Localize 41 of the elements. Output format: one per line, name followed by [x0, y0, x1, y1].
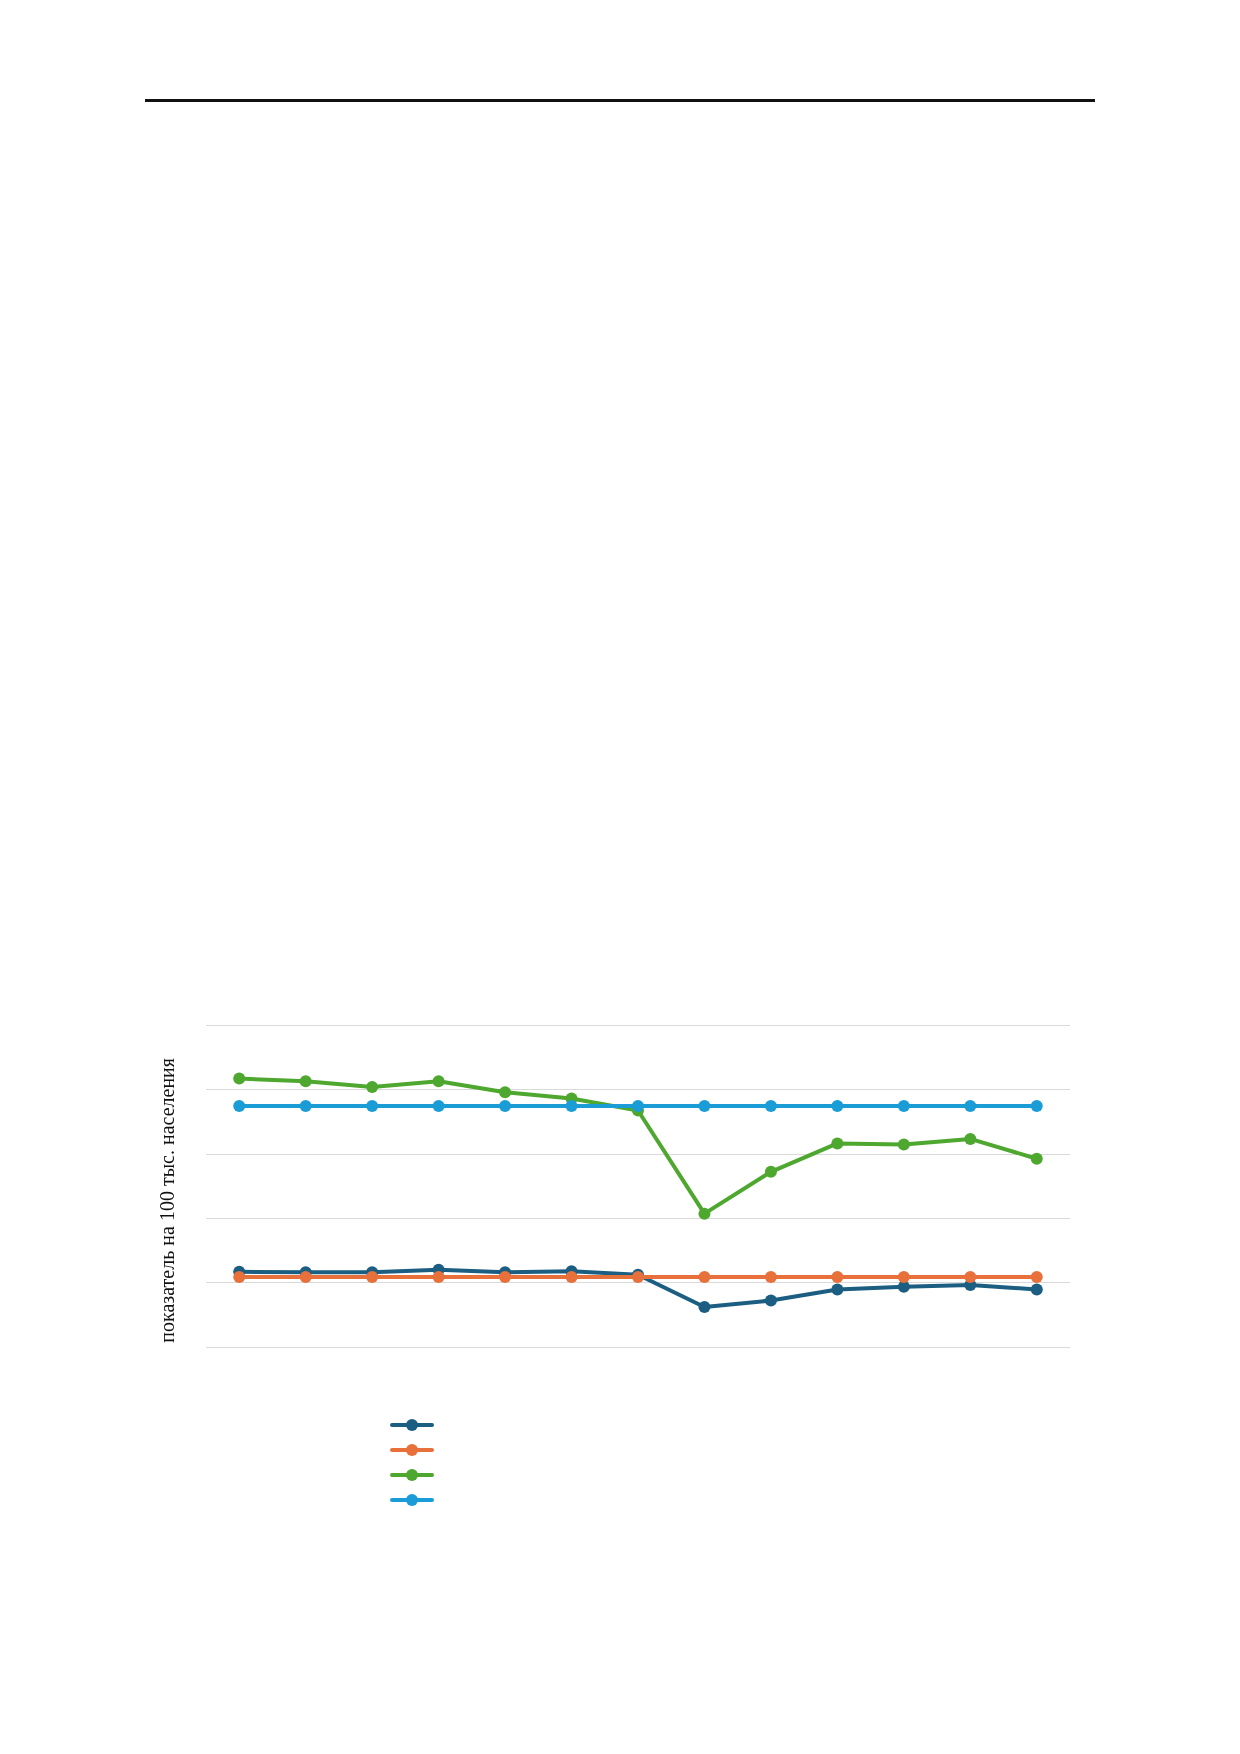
- point: [831, 1283, 844, 1296]
- point: [499, 1099, 512, 1112]
- point: [233, 1099, 246, 1112]
- point: [499, 1086, 512, 1099]
- point: [565, 1099, 578, 1112]
- point: [233, 1072, 246, 1085]
- point: [499, 1270, 512, 1283]
- point: [1030, 1152, 1043, 1165]
- point: [565, 1270, 578, 1283]
- point: [698, 1300, 711, 1313]
- point: [299, 1075, 312, 1088]
- point: [432, 1270, 445, 1283]
- point: [764, 1270, 777, 1283]
- point: [831, 1099, 844, 1112]
- point: [432, 1075, 445, 1088]
- point: [764, 1165, 777, 1178]
- point: [366, 1099, 379, 1112]
- point: [897, 1099, 910, 1112]
- point: [299, 1099, 312, 1112]
- point: [764, 1099, 777, 1112]
- point: [964, 1132, 977, 1145]
- point: [233, 1270, 246, 1283]
- point: [632, 1099, 644, 1112]
- point: [1030, 1283, 1043, 1296]
- point: [831, 1270, 844, 1283]
- point: [831, 1137, 844, 1150]
- y-axis-title: показатель на 100 тыс. населения: [155, 1057, 179, 1343]
- point: [698, 1207, 711, 1220]
- point: [897, 1270, 910, 1283]
- point: [366, 1080, 379, 1093]
- point: [299, 1270, 312, 1283]
- point: [698, 1099, 711, 1112]
- point: [366, 1270, 379, 1283]
- point: [764, 1294, 777, 1307]
- point: [698, 1270, 711, 1283]
- point: [432, 1099, 445, 1112]
- point: [964, 1099, 977, 1112]
- point: [897, 1138, 910, 1151]
- point: [964, 1270, 977, 1283]
- point: [1030, 1099, 1043, 1112]
- point: [1030, 1270, 1043, 1283]
